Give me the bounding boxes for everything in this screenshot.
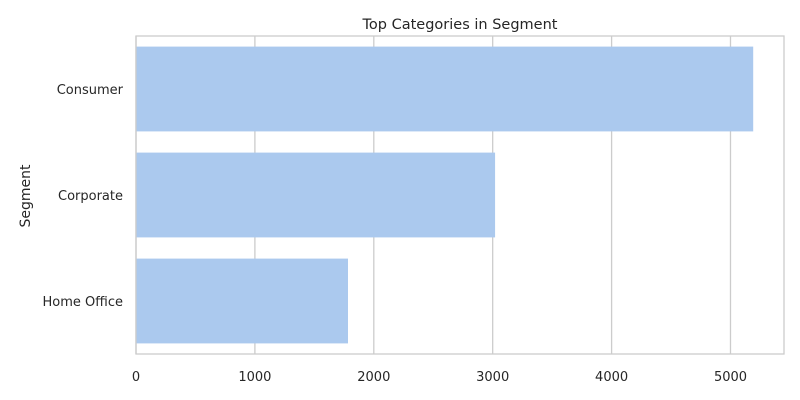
y-tick-label: Corporate (58, 189, 123, 204)
y-tick-label: Consumer (57, 83, 124, 98)
bars (136, 46, 754, 344)
y-tick-labels: Consumer Corporate Home Office (43, 83, 124, 310)
bar-consumer (136, 46, 754, 132)
x-tick-label: 5000 (714, 370, 747, 385)
chart-title: Top Categories in Segment (362, 17, 558, 33)
x-tick-label: 1000 (238, 370, 271, 385)
x-tick-label: 0 (132, 370, 140, 385)
x-tick-label: 2000 (357, 370, 390, 385)
x-tick-label: 4000 (595, 370, 628, 385)
bar-home-office (136, 258, 348, 344)
plot-frame (135, 35, 785, 355)
y-tick-label: Home Office (43, 295, 123, 310)
x-tick-labels: 0 1000 2000 3000 4000 5000 (132, 370, 747, 385)
x-tick-label: 3000 (476, 370, 509, 385)
y-axis-label: Segment (18, 164, 34, 228)
bar-corporate (136, 152, 496, 238)
